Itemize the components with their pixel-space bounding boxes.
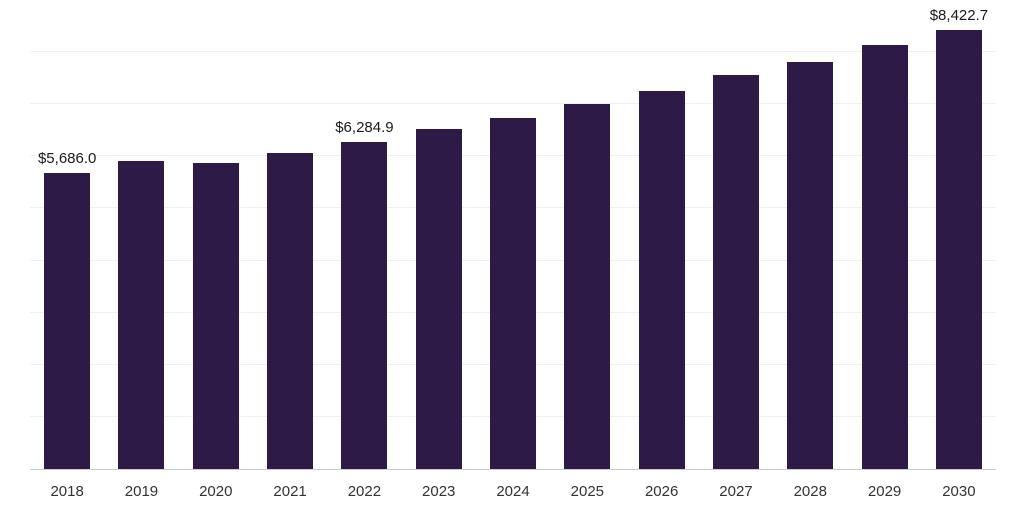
bar-2026 — [638, 91, 685, 469]
bar-columns: $5,686.0 $6,284.9 $8,422.7 — [30, 0, 996, 469]
bar-column-2020 — [179, 0, 253, 469]
value-label-2018: $5,686.0 — [37, 149, 97, 167]
x-tick-2022: 2022 — [347, 482, 382, 500]
bar-column-2024 — [476, 0, 550, 469]
bar-column-2027 — [699, 0, 773, 469]
bar-column-2021 — [253, 0, 327, 469]
plot-area: $5,686.0 $6,284.9 $8,422.7 — [30, 0, 996, 470]
bar-2029 — [861, 44, 908, 469]
bar-column-2025 — [550, 0, 624, 469]
x-tick-2023: 2023 — [422, 482, 456, 500]
bar-2020 — [192, 163, 239, 469]
bar-2024 — [490, 117, 537, 469]
gridline — [30, 51, 996, 53]
bar-2028 — [787, 62, 834, 469]
bar-2025 — [564, 104, 611, 469]
x-axis: 2018 2019 2020 2021 2022 2023 2024 2025 2026 2027… — [30, 470, 996, 512]
bar-column-2028 — [773, 0, 847, 469]
bar-column-2026 — [625, 0, 699, 469]
x-tick-2018: 2018 — [50, 482, 84, 500]
x-tick-2025: 2025 — [570, 482, 605, 500]
bar-2027 — [712, 75, 759, 469]
bar-2021 — [267, 152, 314, 469]
x-tick-2028: 2028 — [793, 482, 827, 500]
bar-2019 — [118, 160, 165, 469]
bar-column-2023 — [402, 0, 476, 469]
bar-2022 — [341, 141, 388, 469]
x-tick-2024: 2024 — [496, 482, 530, 500]
value-label-2030: $8,422.7 — [929, 7, 989, 25]
x-tick-2026: 2026 — [644, 482, 679, 500]
gridline — [30, 103, 996, 105]
x-tick-2021: 2021 — [273, 482, 307, 500]
x-tick-2019: 2019 — [124, 482, 159, 500]
x-tick-2030: 2030 — [942, 482, 976, 500]
x-tick-2027: 2027 — [719, 482, 753, 500]
bar-2030 — [935, 30, 982, 469]
bar-column-2019 — [104, 0, 178, 469]
x-tick-2029: 2029 — [867, 482, 902, 500]
bar-2023 — [415, 129, 462, 469]
bar-2018 — [44, 172, 91, 469]
bar-column-2022: $6,284.9 — [327, 0, 401, 469]
bar-column-2018: $5,686.0 — [30, 0, 104, 469]
bar-column-2030: $8,422.7 — [922, 0, 996, 469]
bar-column-2029 — [847, 0, 921, 469]
value-label-2022: $6,284.9 — [335, 118, 394, 136]
x-tick-2020: 2020 — [199, 482, 233, 500]
